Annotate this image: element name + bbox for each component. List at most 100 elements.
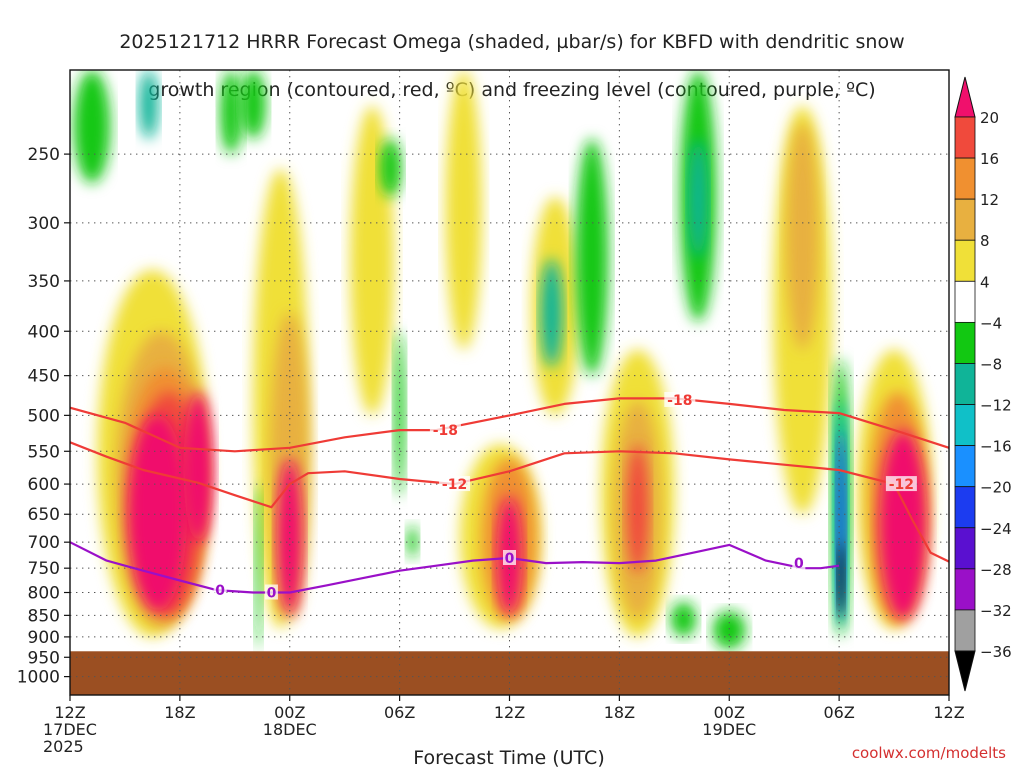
contour-label: -12 [889,477,914,493]
omega-shade-blob [139,70,158,139]
x-tick-label: 12Z [494,703,525,722]
colorbar-label: −4 [980,314,1002,332]
colorbar-label: −36 [980,643,1012,661]
y-tick-label: 1000 [17,668,60,688]
contour-lines [70,397,949,594]
omega-shade-blob [73,70,111,184]
colorbar-label: −24 [980,520,1012,538]
contour-label-bg [792,555,806,571]
x-tick-label: 18Z [604,703,635,722]
colorbar-extend-bottom [954,650,976,692]
y-tick-label: 800 [28,584,60,604]
omega-shade-blob [575,138,609,376]
chart-title: 2025121712 HRRR Forecast Omega (shaded, … [0,6,1024,126]
colorbar-segment [954,280,976,323]
omega-shade-blob [670,601,697,637]
omega-shade-blob [254,484,263,650]
x-axis-label: Forecast Time (UTC) [413,747,604,768]
omega-shade-blob [128,415,188,611]
grid-lines [70,70,949,695]
omega-shade-blob [712,610,746,650]
colorbar: 20 16 12 8 4 −4 −8 −12 −16 −20 −24 −28 −32 −36 [954,76,1012,692]
colorbar-label: 4 [980,273,990,291]
colorbar-segment [954,239,976,282]
contour-labels: -18 -18 -12 -12 0 0 0 0 [213,391,917,602]
x-tick-label: 06Z [384,703,415,722]
x-tick-label: 00Z [714,703,745,722]
colorbar-extend-top [954,76,976,118]
colorbar-segment [954,363,976,405]
x-tick-label: 12Z [54,703,85,722]
y-tick-label: 550 [28,442,60,462]
y-tick-label: 600 [28,475,60,495]
contour-line-minus18 [70,397,949,453]
colorbar-label: −32 [980,602,1012,620]
omega-shade-blob [240,70,266,139]
colorbar-segment [954,198,976,241]
x-tick-label: 18DEC [263,720,317,739]
colorbar-segment [954,404,976,447]
contour-line-0 [70,541,840,594]
colorbar-label: 8 [980,232,990,250]
y-tick-label: 450 [28,367,60,387]
contour-label: 0 [215,583,225,599]
colorbar-segment [954,568,976,611]
y-tick-label: 250 [28,145,60,165]
y-tick-label: 350 [28,272,60,292]
omega-shade-blob [879,430,928,620]
contour-label: -18 [667,393,692,409]
y-tick-label: 300 [28,214,60,234]
contour-label-bg [664,391,696,407]
omega-shade-blob [626,444,649,574]
contour-label-bg [503,549,516,565]
y-tick-label: 500 [28,406,60,426]
colorbar-label: 20 [980,109,999,127]
colorbar-label: −12 [980,397,1012,415]
y-tick-label: 400 [28,322,60,342]
y-axis-ticks: 2503003504004505005506006507007508008509… [17,145,70,688]
omega-shade-blob [540,258,563,368]
colorbar-label: 16 [980,150,999,168]
y-tick-label: 700 [28,533,60,553]
contour-label-bg [213,582,227,598]
omega-shade-blob [220,70,243,155]
x-tick-label: 18Z [164,703,195,722]
y-tick-label: 750 [28,559,60,579]
omega-shade-blob [276,458,303,616]
colorbar-label: −16 [980,438,1012,456]
colorbar-label: −8 [980,355,1002,373]
x-tick-label: 00Z [274,703,305,722]
omega-shade-blob [183,392,213,543]
contour-label-bg [429,422,461,438]
colorbar-label: −28 [980,561,1012,579]
colorbar-segment [954,609,976,652]
colorbar-segment [954,527,976,570]
contour-label: -12 [442,477,467,493]
x-tick-label: 06Z [823,703,854,722]
colorbar-segment [954,116,976,159]
contour-label: -18 [433,423,458,439]
y-tick-label: 850 [28,606,60,626]
y-tick-label: 650 [28,505,60,525]
colorbar-segment [954,157,976,200]
contour-label-bg [264,584,278,600]
contour-label: 0 [505,551,515,567]
colorbar-segment [954,445,976,488]
chart-title-line2: growth region (contoured, red, ºC) and f… [148,79,876,101]
y-tick-label: 900 [28,628,60,648]
x-tick-label: 17DEC [43,720,97,739]
omega-shade-blob [837,542,845,616]
source-credit: coolwx.com/modelts [851,744,1006,762]
omega-shade-blob [379,138,402,197]
contour-line-minus12 [70,441,949,563]
contour-label-bg [885,476,917,492]
contour-label: 0 [267,586,277,602]
omega-shade-blob [786,122,819,350]
contour-label: 0 [794,556,804,572]
colorbar-segment [954,321,976,364]
y-tick-label: 950 [28,648,60,668]
chart-title-line1: 2025121712 HRRR Forecast Omega (shaded, … [119,31,905,53]
colorbar-label: 12 [980,191,999,209]
